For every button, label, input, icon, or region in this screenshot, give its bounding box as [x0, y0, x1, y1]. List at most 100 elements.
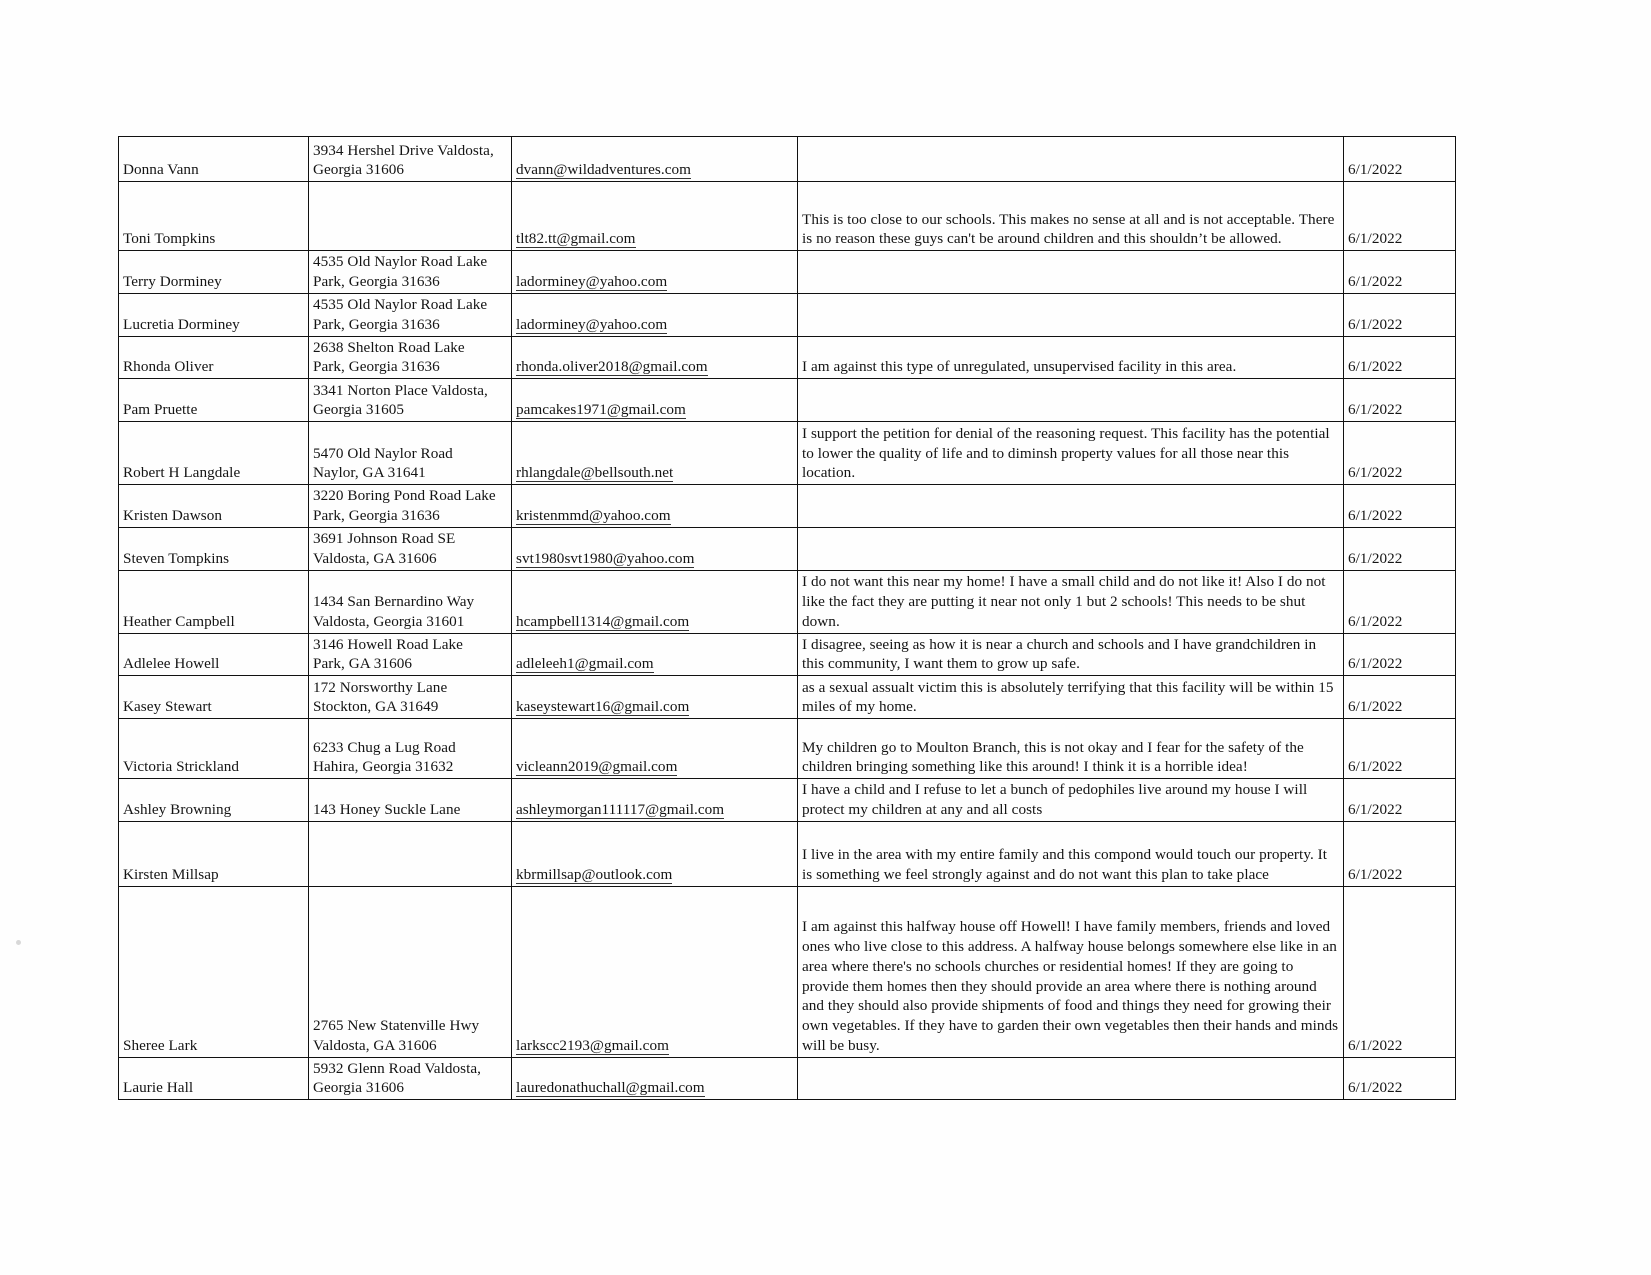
signer-name: Kasey Stewart [123, 698, 212, 716]
signer-name: Kristen Dawson [123, 506, 222, 524]
address-line-1: 172 Norsworthy Lane [313, 678, 448, 696]
cell-comment [797, 378, 1344, 422]
cell-address: 5470 Old Naylor Road Naylor, GA 31641 [308, 421, 512, 485]
cell-address: 3220 Boring Pond Road Lake Park, Georgia … [308, 484, 512, 528]
cell-name: Victoria Strickland [118, 718, 309, 779]
email-link[interactable]: ashleymorgan111117@gmail.com [516, 800, 725, 819]
address-line-1: 4535 Old Naylor Road Lake [313, 296, 488, 313]
address-line-1: 2638 Shelton Road Lake [313, 338, 465, 356]
cell-date: 6/1/2022 [1343, 292, 1456, 337]
signer-name: Kirsten Millsap [123, 865, 219, 883]
table-row: Laurie Hall 5932 Glenn Road Valdosta, Geor… [118, 1056, 1456, 1100]
cell-name: Pam Pruette [118, 378, 309, 422]
address-line-2: Georgia 31606 [313, 1079, 405, 1097]
cell-date: 6/1/2022 [1343, 335, 1456, 379]
email-link[interactable]: larkscc2193@gmail.com [516, 1036, 669, 1055]
signed-date: 6/1/2022 [1348, 1036, 1403, 1054]
email-link[interactable]: rhonda.oliver2018@gmail.com [516, 358, 708, 377]
cell-name: Kirsten Millsap [118, 820, 309, 887]
table-row: Heather Campbell 1434 San Bernardino Way V… [118, 569, 1456, 634]
cell-date: 6/1/2022 [1343, 136, 1456, 182]
signer-name: Victoria Strickland [123, 758, 240, 776]
signed-date: 6/1/2022 [1348, 698, 1403, 716]
cell-name: Adlelee Howell [118, 632, 309, 676]
address-line-2: Stockton, GA 31649 [313, 698, 439, 716]
cell-address: 3691 Johnson Road SE Valdosta, GA 31606 [308, 526, 512, 571]
cell-email: adleleeh1@gmail.com [511, 632, 798, 676]
table-row: Victoria Strickland 6233 Chug a Lug Road H… [118, 718, 1456, 779]
signer-name: Adlelee Howell [123, 655, 220, 673]
email-link[interactable]: tlt82.tt@gmail.com [516, 230, 636, 249]
email-link[interactable]: kristenmmd@yahoo.com [516, 506, 671, 525]
email-link[interactable]: ladorminey@yahoo.com [516, 315, 668, 334]
email-link[interactable]: svt1980svt1980@yahoo.com [516, 549, 695, 568]
comment-text: This is too close to our schools. This m… [802, 210, 1335, 248]
signed-date: 6/1/2022 [1348, 865, 1403, 883]
email-link[interactable]: ladorminey@yahoo.com [516, 272, 668, 291]
email-link[interactable]: dvann@wildadventures.com [516, 161, 692, 180]
address-line-2: Georgia 31605 [313, 401, 405, 419]
signer-name: Sheree Lark [123, 1036, 198, 1054]
signed-date: 6/1/2022 [1348, 549, 1403, 567]
cell-comment [797, 484, 1344, 528]
signer-name: Terry Dorminey [123, 272, 222, 290]
cell-name: Heather Campbell [118, 569, 309, 634]
cell-name: Kristen Dawson [118, 484, 309, 528]
comment-text: I live in the area with my entire family… [802, 846, 1328, 883]
address-line-2: Park, GA 31606 [313, 655, 412, 673]
email-link[interactable]: hcampbell1314@gmail.com [516, 612, 690, 631]
scan-artifact-speck [16, 940, 21, 945]
comment-text: I support the petition for denial of the… [802, 424, 1330, 482]
cell-date: 6/1/2022 [1343, 885, 1456, 1058]
cell-address: 6233 Chug a Lug Road Hahira, Georgia 3163… [308, 718, 512, 779]
email-link[interactable]: pamcakes1971@gmail.com [516, 401, 686, 420]
cell-name: Kasey Stewart [118, 675, 309, 719]
signed-date: 6/1/2022 [1348, 800, 1403, 818]
cell-address: 3934 Hershel Drive Valdosta, Georgia 3160… [308, 136, 512, 182]
cell-address: 143 Honey Suckle Lane [308, 778, 512, 822]
email-link[interactable]: kaseystewart16@gmail.com [516, 698, 690, 717]
cell-comment: My children go to Moulton Branch, this i… [797, 718, 1344, 779]
cell-address [308, 820, 512, 887]
address-line-2: Park, Georgia 31636 [313, 272, 440, 290]
cell-comment: I live in the area with my entire family… [797, 820, 1344, 887]
signer-name: Toni Tompkins [123, 230, 216, 248]
cell-email: ladorminey@yahoo.com [511, 292, 798, 337]
cell-date: 6/1/2022 [1343, 569, 1456, 634]
cell-address: 3341 Norton Place Valdosta, Georgia 31605 [308, 378, 512, 422]
cell-comment: I am against this halfway house off Howe… [797, 885, 1344, 1058]
comment-text: as a sexual assualt victim this is absol… [802, 678, 1334, 716]
table-row: Lucretia Dorminey 4535 Old Naylor Road La… [118, 292, 1456, 337]
email-link[interactable]: lauredonathuchall@gmail.com [516, 1079, 705, 1098]
address-line-2: Valdosta, GA 31606 [313, 1036, 437, 1054]
cell-date: 6/1/2022 [1343, 250, 1456, 294]
table-row: Donna Vann 3934 Hershel Drive Valdosta, Ge… [118, 136, 1456, 182]
cell-address: 1434 San Bernardino Way Valdosta, Georgia… [308, 569, 512, 634]
signed-date: 6/1/2022 [1348, 506, 1403, 524]
email-link[interactable]: kbrmillsap@outlook.com [516, 865, 673, 884]
address-line-1: 5932 Glenn Road Valdosta, [313, 1059, 482, 1077]
address-line-2: Valdosta, GA 31606 [313, 549, 437, 567]
comment-text: My children go to Moulton Branch, this i… [802, 738, 1304, 776]
cell-comment [797, 292, 1344, 337]
cell-address: 4535 Old Naylor Road Lake Park, Georgia 3… [308, 292, 512, 337]
signer-name: Robert H Langdale [123, 464, 241, 482]
table-row: Steven Tompkins 3691 Johnson Road SE Valdo… [118, 526, 1456, 571]
cell-email: vicleann2019@gmail.com [511, 718, 798, 779]
address-line-2: Park, Georgia 31636 [313, 358, 440, 376]
cell-email: hcampbell1314@gmail.com [511, 569, 798, 634]
signed-date: 6/1/2022 [1348, 655, 1403, 673]
address-line-2: Park, Georgia 31636 [313, 315, 440, 333]
address-line-1: 3220 Boring Pond Road Lake [313, 487, 496, 504]
cell-address [308, 181, 512, 251]
cell-date: 6/1/2022 [1343, 526, 1456, 571]
cell-comment: I am against this type of unregulated, u… [797, 335, 1344, 379]
cell-date: 6/1/2022 [1343, 484, 1456, 528]
email-link[interactable]: vicleann2019@gmail.com [516, 758, 678, 777]
email-link[interactable]: rhlangdale@bellsouth.net [516, 464, 674, 483]
address-line-1: 4535 Old Naylor Road Lake [313, 253, 488, 270]
signed-date: 6/1/2022 [1348, 358, 1403, 376]
table-row: Kasey Stewart 172 Norsworthy Lane Stockton… [118, 675, 1456, 719]
email-link[interactable]: adleleeh1@gmail.com [516, 655, 654, 674]
table-row: Toni Tompkins tlt82.tt@gmail.com This is t… [118, 181, 1456, 251]
